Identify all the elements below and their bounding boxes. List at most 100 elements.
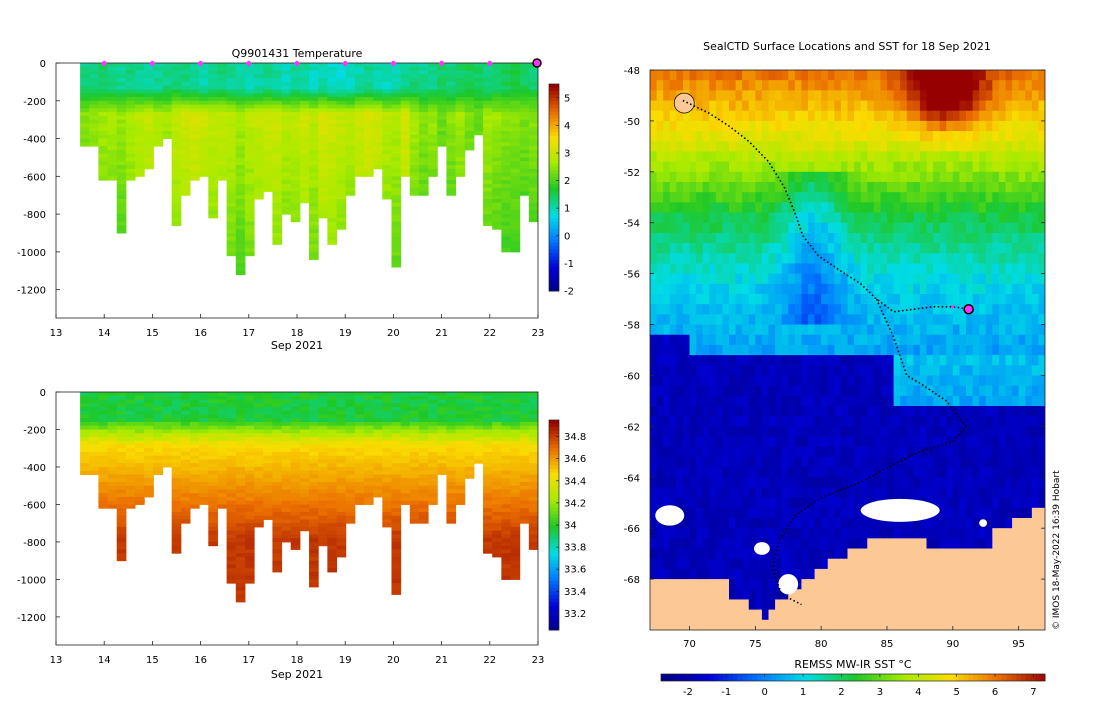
sst-cell [927,162,934,173]
section-cell [410,135,420,139]
section-cell [428,154,438,158]
section-cell [529,127,539,131]
section-cell [327,169,337,173]
section-cell [474,403,484,407]
section-cell [80,426,90,430]
sst-cell [880,172,887,183]
sst-cell [900,202,907,213]
section-cell [520,139,530,143]
section-cell [410,93,420,97]
sst-cell [1038,243,1045,254]
sst-cell [841,253,848,264]
section-cell [272,467,282,471]
section-cell [245,105,255,109]
section-cell [245,459,255,463]
section-cell [291,89,301,93]
section-cell [309,214,319,218]
sst-cell [683,141,690,152]
section-cell [419,396,429,400]
colorbar-segment [549,153,559,157]
section-cell [391,214,401,218]
profile-day-marker-dot [150,61,154,65]
section-cell [172,444,182,448]
section-cell [254,93,264,97]
section-cell [117,557,127,561]
section-cell [208,165,218,169]
sst-cell [966,141,973,152]
section-cell [410,67,420,71]
section-cell [181,444,191,448]
section-cell [181,489,191,493]
section-cell [346,482,356,486]
sst-cell [959,141,966,152]
colorbar-segment [549,250,559,254]
sst-cell [650,141,657,152]
section-cell [346,512,356,516]
sst-cell [690,162,697,173]
section-cell [227,426,237,430]
section-cell [428,486,438,490]
section-cell [391,263,401,267]
section-cell [208,101,218,105]
section-cell [172,396,182,400]
sst-cell [1038,90,1045,101]
section-cell [419,169,429,173]
section-cell [245,74,255,78]
section-cell [364,444,374,448]
section-cell [309,474,319,478]
section-cell [327,399,337,403]
sst-cell [946,141,953,152]
section-cell [135,89,145,93]
sst-cell [801,192,808,203]
section-cell [364,123,374,127]
section-cell [419,135,429,139]
section-cell [401,139,411,143]
section-cell [483,396,493,400]
section-cell [181,127,191,131]
sst-cell [663,90,670,101]
sst-cell [973,172,980,183]
sst-cell [769,151,776,162]
sst-cell [907,151,914,162]
sst-cell [953,151,960,162]
section-cell [492,161,502,165]
section-cell [327,557,337,561]
section-cell [309,154,319,158]
colorbar-tick-label: 33.2 [564,609,586,620]
section-cell [309,411,319,415]
section-cell [199,135,209,139]
section-cell [254,493,264,497]
section-cell [291,180,301,184]
sst-cell [670,141,677,152]
sst-cell [769,141,776,152]
section-cell [446,139,456,143]
sst-cell [815,90,822,101]
sst-cell [762,192,769,203]
section-cell [529,441,539,445]
section-cell [227,392,237,396]
section-cell [80,399,90,403]
section-cell [355,411,365,415]
sst-cell [953,141,960,152]
section-cell [254,105,264,109]
section-cell [172,501,182,505]
section-cell [511,165,521,169]
section-cell [428,74,438,78]
sst-cell [676,182,683,193]
section-cell [282,142,292,146]
section-cell [327,444,337,448]
section-cell [346,452,356,456]
colorbar-segment [549,550,559,554]
sst-cell [1019,243,1026,254]
section-cell [117,112,127,116]
section-cell [263,142,273,146]
section-cell [126,142,136,146]
section-cell [337,139,347,143]
sst-cell [828,141,835,152]
sst-cell [1019,70,1026,81]
sst-cell [1038,202,1045,213]
sst-cell [966,121,973,132]
section-cell [98,67,108,71]
section-cell [135,123,145,127]
section-cell [117,459,127,463]
